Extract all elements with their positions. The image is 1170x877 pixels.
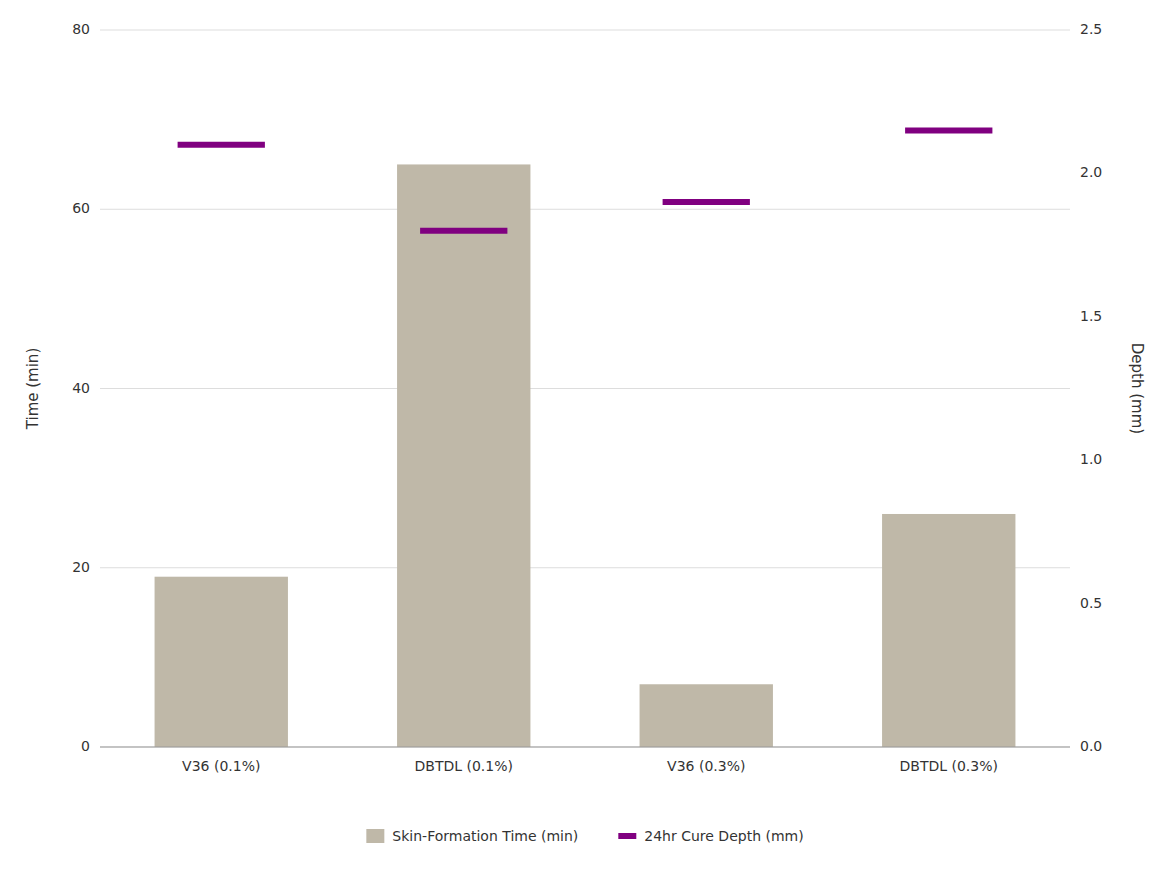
y-axis-right: 0.0 0.5 1.0 1.5 2.0 2.5 Depth (mm) bbox=[1080, 21, 1146, 754]
depth-segment bbox=[663, 199, 750, 205]
y2-tick-label: 2.0 bbox=[1080, 164, 1102, 180]
chart-container: 0 20 40 60 80 Time (min) 0.0 0.5 1.0 1.5 2.0 2.5 Dep… bbox=[0, 0, 1170, 877]
x-tick-label: V36 (0.1%) bbox=[182, 758, 260, 774]
grid-line bbox=[100, 30, 1070, 31]
y-axis-label: Time (min) bbox=[24, 348, 42, 430]
y-tick-label: 60 bbox=[72, 200, 90, 216]
bar bbox=[397, 164, 530, 747]
y-tick-label: 40 bbox=[72, 380, 90, 396]
depth-segment bbox=[420, 228, 507, 234]
x-tick-label: DBTDL (0.1%) bbox=[415, 758, 513, 774]
y2-tick-label: 1.0 bbox=[1080, 451, 1102, 467]
x-tick-label: V36 (0.3%) bbox=[667, 758, 745, 774]
legend-swatch bbox=[366, 829, 384, 843]
grid-line bbox=[100, 747, 1070, 748]
x-axis: V36 (0.1%) DBTDL (0.1%) V36 (0.3%) DBTDL (0… bbox=[100, 747, 1070, 774]
bar bbox=[155, 577, 288, 747]
legend-item: Skin-Formation Time (min) bbox=[366, 828, 578, 844]
legend-item: 24hr Cure Depth (mm) bbox=[618, 828, 803, 844]
series-segment bbox=[178, 130, 993, 230]
y-tick-label: 80 bbox=[72, 21, 90, 37]
legend-swatch bbox=[618, 833, 636, 839]
y-tick-label: 20 bbox=[72, 559, 90, 575]
legend-label: Skin-Formation Time (min) bbox=[392, 828, 578, 844]
y2-tick-label: 0.5 bbox=[1080, 595, 1102, 611]
x-axis-line bbox=[100, 747, 1070, 748]
y2-axis-label: Depth (mm) bbox=[1128, 343, 1146, 434]
grid bbox=[100, 30, 1070, 747]
depth-segment bbox=[178, 142, 265, 148]
y2-tick-label: 0.0 bbox=[1080, 738, 1102, 754]
x-tick-label: DBTDL (0.3%) bbox=[900, 758, 998, 774]
y-tick-label: 0 bbox=[81, 738, 90, 754]
legend: Skin-Formation Time (min) 24hr Cure Depth… bbox=[366, 828, 803, 844]
grid-line bbox=[100, 209, 1070, 210]
y2-tick-label: 1.5 bbox=[1080, 308, 1102, 324]
bar bbox=[882, 514, 1015, 747]
bar bbox=[640, 684, 773, 747]
y-axis-left: 0 20 40 60 80 Time (min) bbox=[24, 21, 90, 754]
y2-tick-label: 2.5 bbox=[1080, 21, 1102, 37]
depth-segment bbox=[905, 127, 992, 133]
legend-label: 24hr Cure Depth (mm) bbox=[644, 828, 803, 844]
marks bbox=[155, 130, 1016, 747]
chart-svg: 0 20 40 60 80 Time (min) 0.0 0.5 1.0 1.5 2.0 2.5 Dep… bbox=[0, 0, 1170, 877]
grid-line bbox=[100, 388, 1070, 389]
series-bar bbox=[155, 164, 1016, 747]
